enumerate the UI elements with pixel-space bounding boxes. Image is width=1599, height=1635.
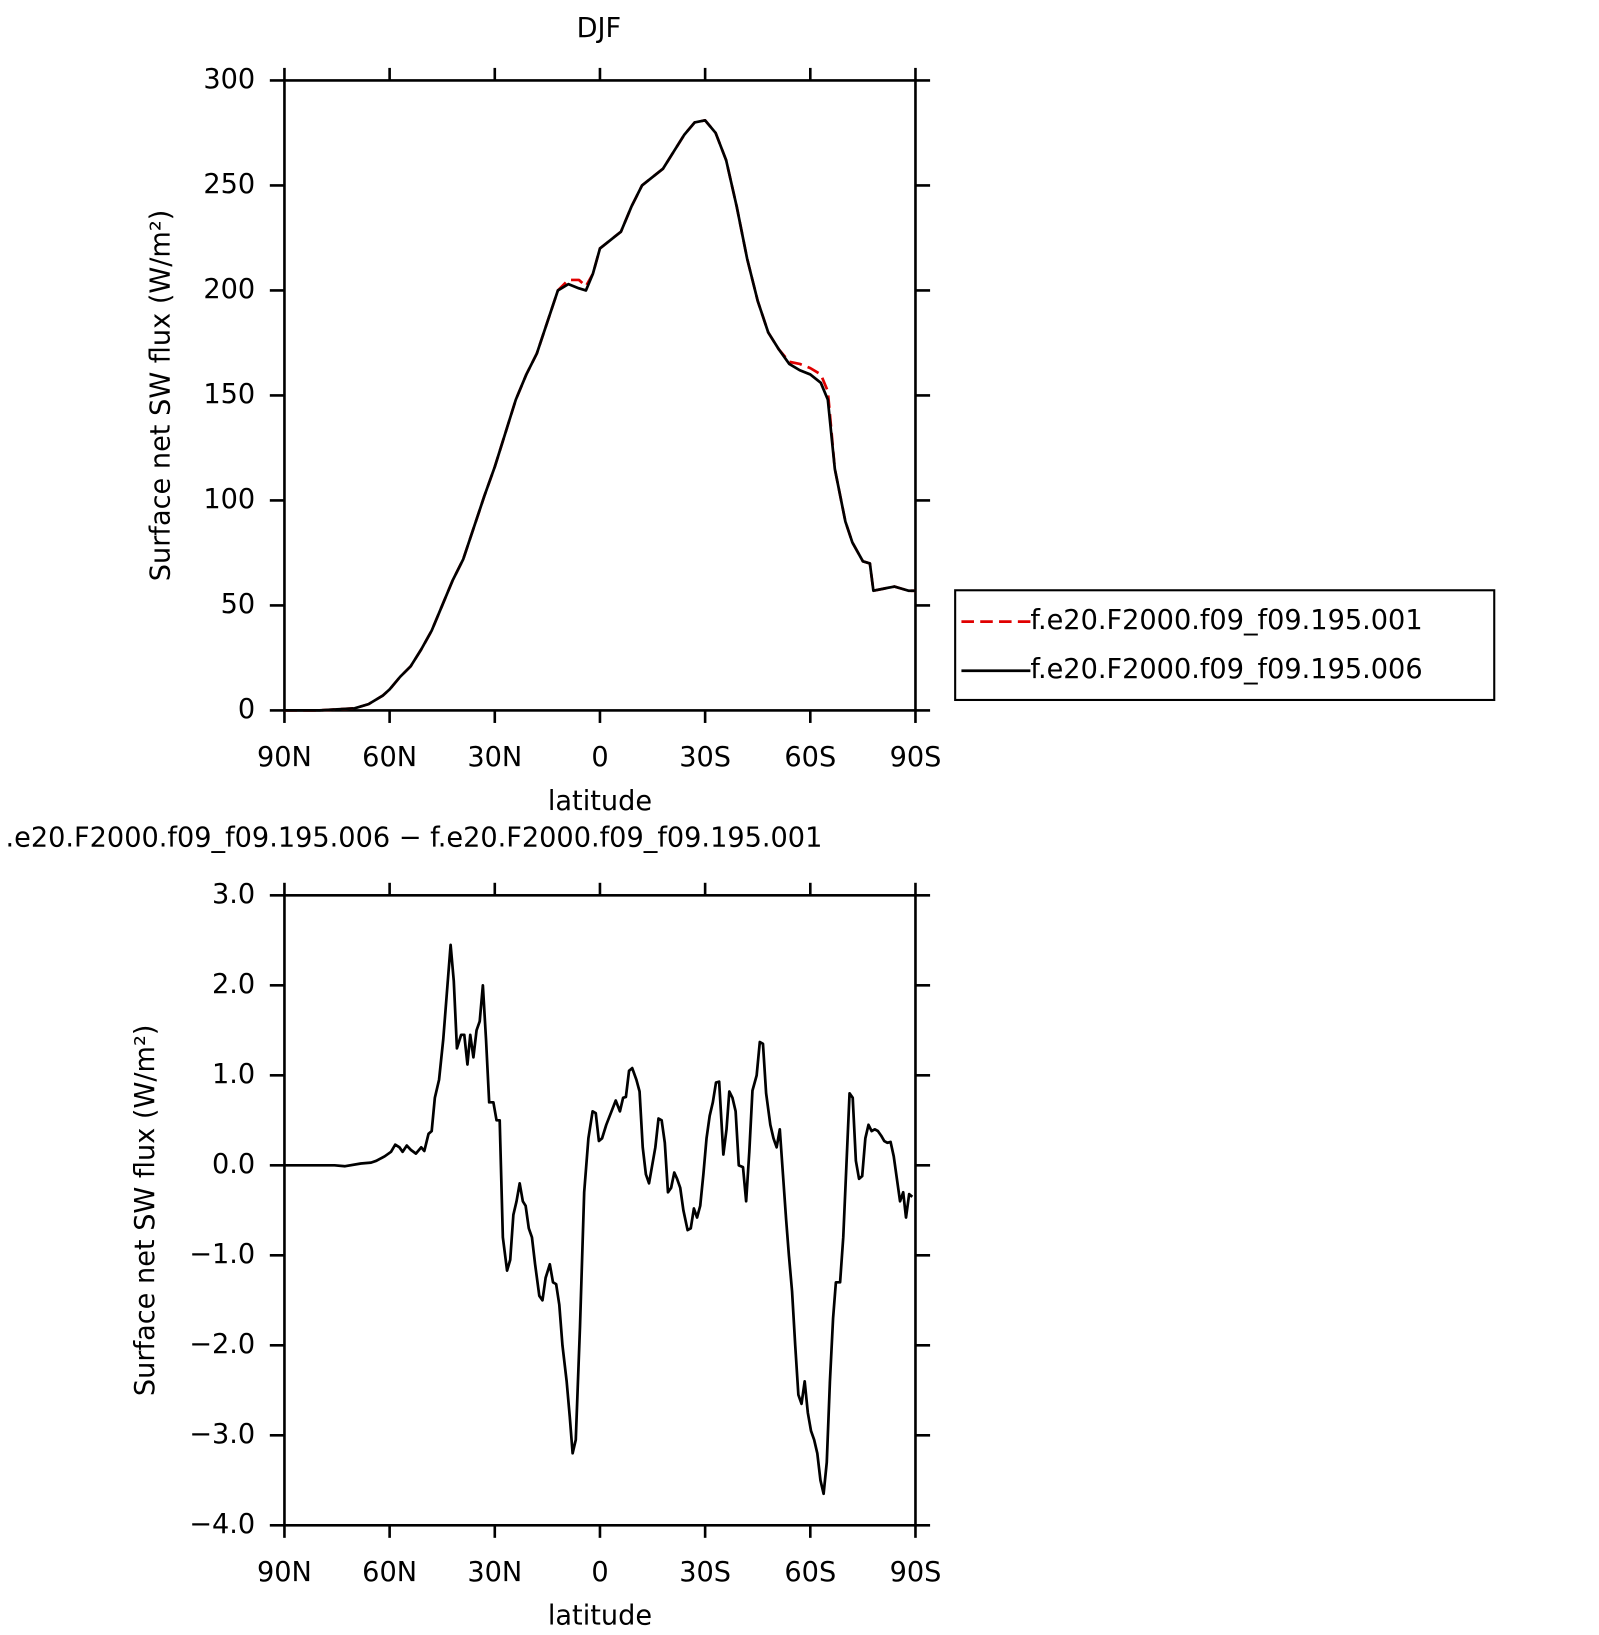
y-tick-label: −1.0	[189, 1239, 255, 1270]
chart-title: DJF	[577, 13, 622, 44]
x-tick-label: 90N	[257, 742, 312, 773]
y-tick-label: 200	[203, 274, 255, 305]
y-tick-label: −4.0	[189, 1509, 255, 1540]
data-line	[284, 943, 914, 1496]
data-line	[284, 118, 916, 712]
y-tick-label: 0.0	[212, 1149, 255, 1180]
x-tick-label: 60N	[362, 742, 417, 773]
x-tick-label: 60S	[784, 1557, 836, 1588]
y-tick-label: 150	[203, 379, 255, 410]
y-axis-label: Surface net SW flux (W/m²)	[146, 210, 177, 582]
y-tick-label: 300	[203, 64, 255, 95]
x-tick-label: 90S	[890, 742, 942, 773]
x-tick-label: 30N	[467, 742, 522, 773]
y-tick-label: 50	[221, 589, 256, 620]
y-tick-label: 250	[203, 169, 255, 200]
x-tick-label: 0	[591, 742, 608, 773]
y-tick-label: 100	[203, 484, 255, 515]
x-tick-label: 60N	[362, 1557, 417, 1588]
y-tick-label: −2.0	[189, 1329, 255, 1360]
y-tick-label: 2.0	[212, 969, 255, 1000]
legend-label: f.e20.F2000.f09_f09.195.006	[1030, 654, 1422, 685]
plot-frame	[283, 894, 917, 1527]
x-tick-label: 90N	[257, 1557, 312, 1588]
chart-title: .e20.F2000.f09_f09.195.006 − f.e20.F2000…	[6, 822, 823, 853]
x-axis-label: latitude	[548, 1601, 652, 1632]
data-line	[284, 118, 916, 712]
y-tick-label: 3.0	[212, 879, 255, 910]
x-tick-label: 90S	[890, 1557, 942, 1588]
x-tick-label: 60S	[784, 742, 836, 773]
plot-frame	[283, 79, 917, 712]
legend-label: f.e20.F2000.f09_f09.195.001	[1030, 605, 1422, 636]
x-tick-label: 30N	[467, 1557, 522, 1588]
y-axis-label: Surface net SW flux (W/m²)	[130, 1025, 161, 1397]
x-tick-label: 30S	[679, 742, 731, 773]
x-axis-label: latitude	[548, 786, 652, 817]
legend-box	[954, 589, 1496, 702]
y-tick-label: −3.0	[189, 1419, 255, 1450]
x-tick-label: 0	[591, 1557, 608, 1588]
x-tick-label: 30S	[679, 1557, 731, 1588]
y-tick-label: 0	[238, 694, 255, 725]
y-tick-label: 1.0	[212, 1059, 255, 1090]
